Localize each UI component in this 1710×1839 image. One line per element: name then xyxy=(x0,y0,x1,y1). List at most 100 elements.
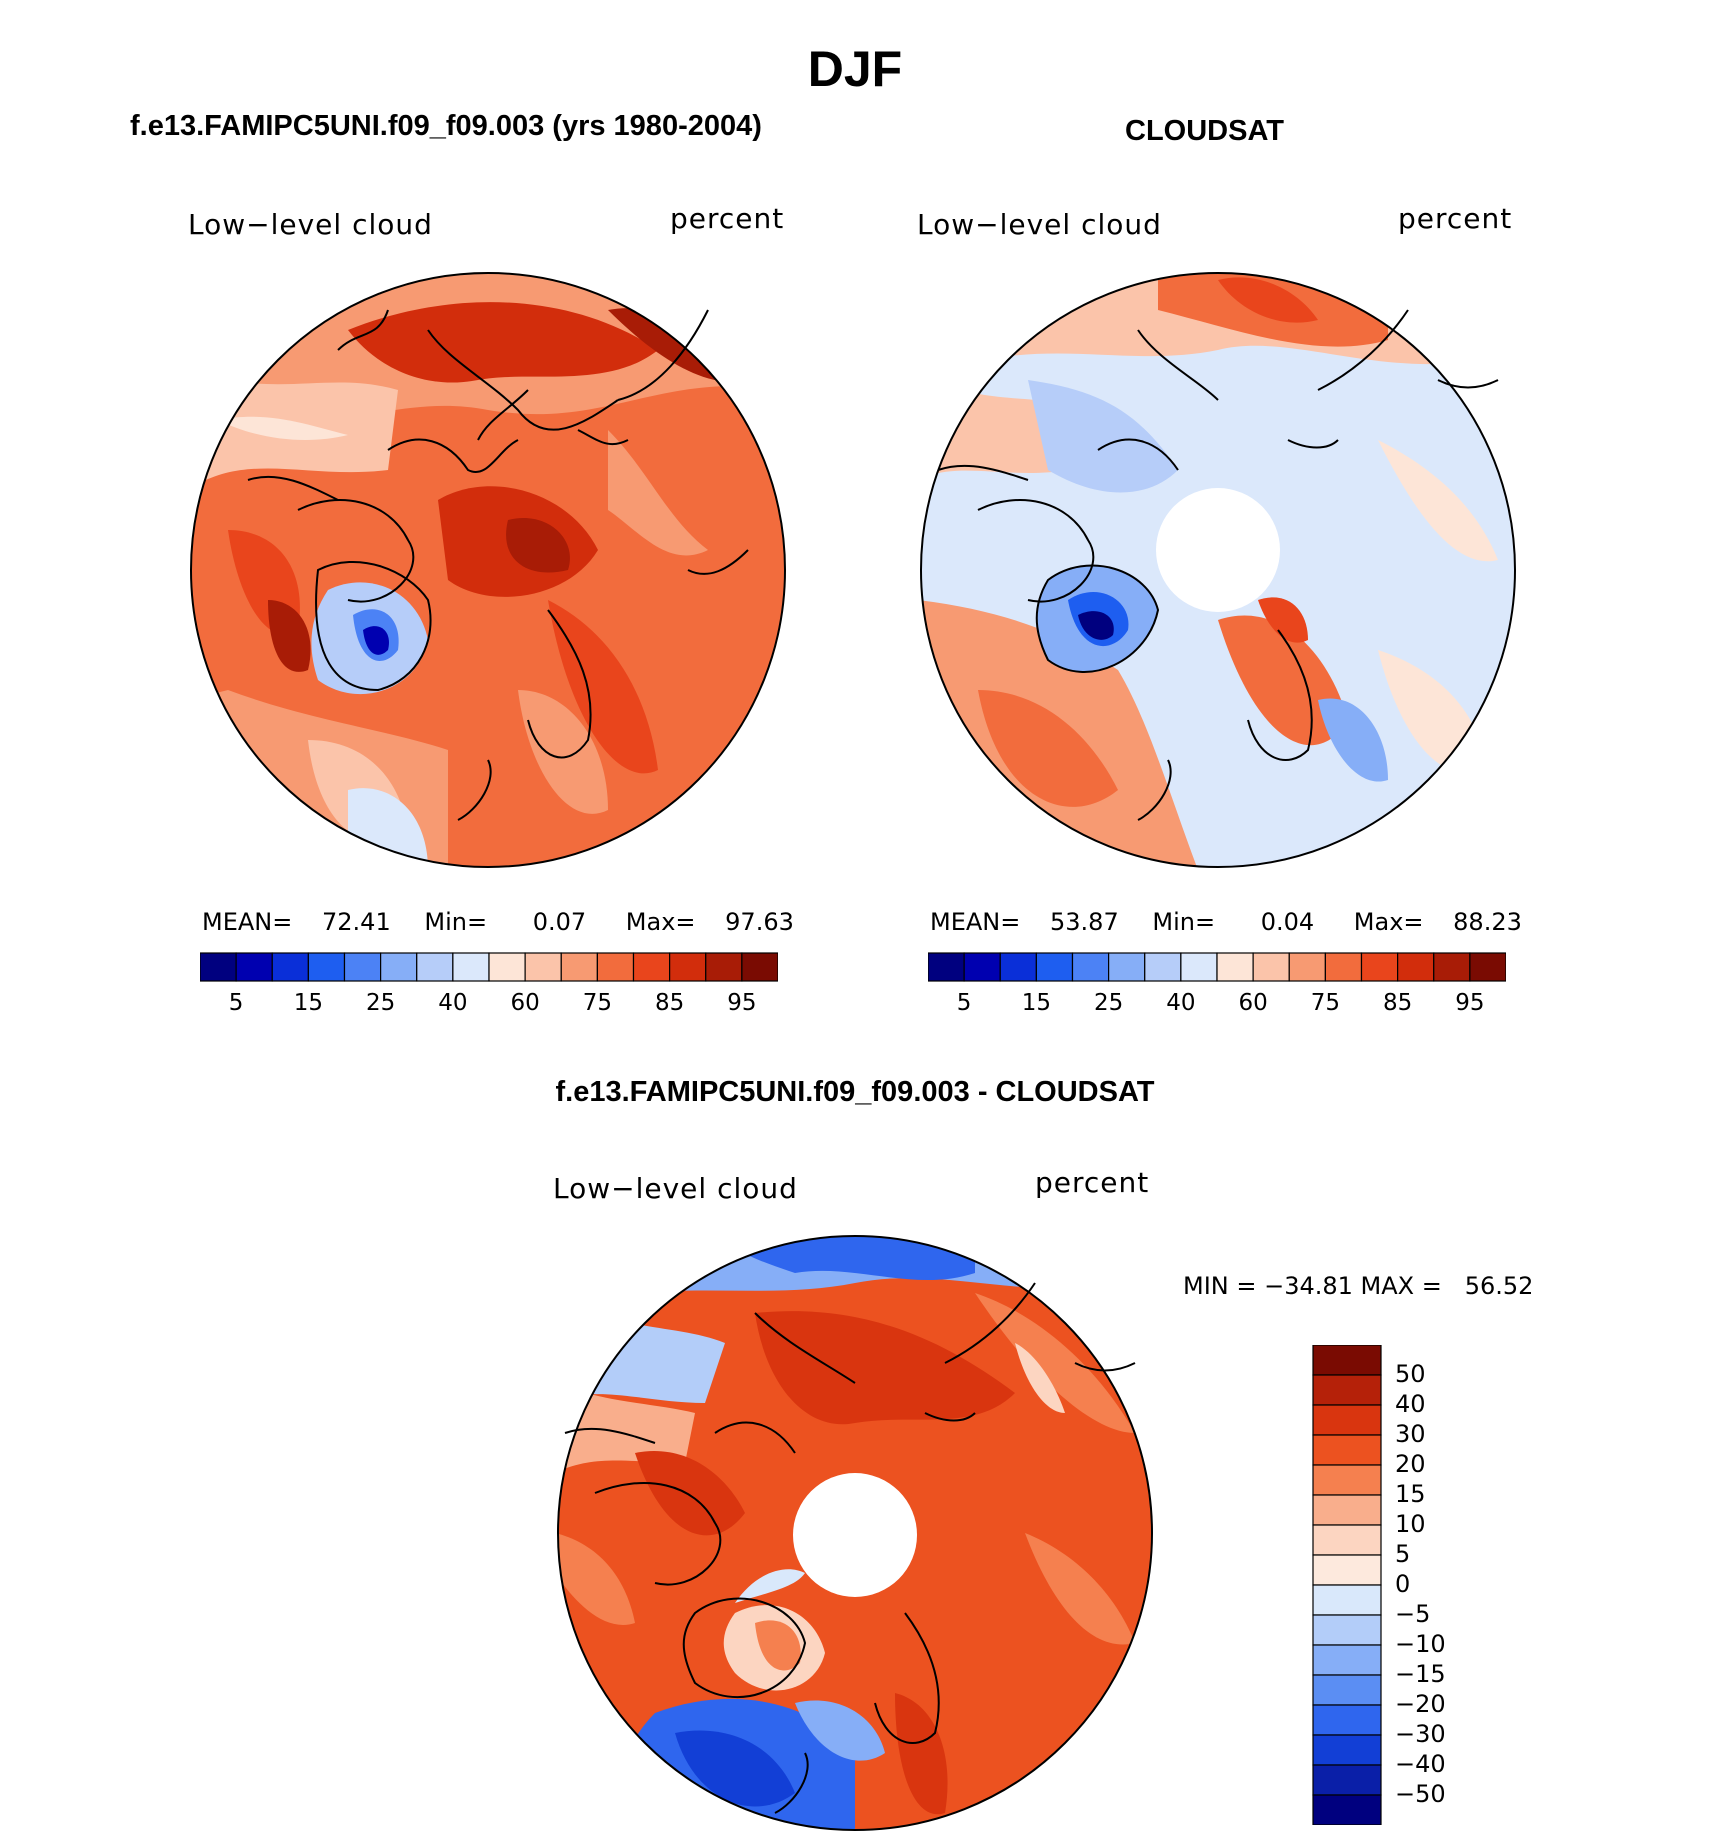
obs-max-label: Max= xyxy=(1353,908,1424,936)
colorbar-tick-label: −15 xyxy=(1395,1660,1446,1688)
colorbar-swatch xyxy=(1397,952,1435,982)
colorbar-tick-label: 95 xyxy=(727,990,757,1016)
colorbar-tick-label: 85 xyxy=(654,990,685,1016)
colorbar-swatch xyxy=(1108,952,1146,982)
colorbar-tick-label: 5 xyxy=(1395,1540,1411,1568)
colorbar-swatch xyxy=(380,952,418,982)
model-panel-title: f.e13.FAMIPC5UNI.f09_f09.003 (yrs 1980-2… xyxy=(130,110,762,142)
colorbar-swatch xyxy=(1469,952,1506,982)
colorbar-swatch xyxy=(416,952,454,982)
model-colorbar xyxy=(200,952,778,982)
colorbar-swatch xyxy=(1312,1554,1382,1586)
colorbar-swatch xyxy=(1071,952,1110,982)
colorbar-swatch xyxy=(1312,1374,1382,1406)
colorbar-swatch xyxy=(200,952,237,982)
colorbar-tick-label: −50 xyxy=(1395,1780,1446,1808)
colorbar-swatch xyxy=(1312,1644,1382,1676)
model-units-label: percent xyxy=(670,202,785,235)
colorbar-tick-label: 60 xyxy=(510,990,540,1016)
obs-colorbar xyxy=(928,952,1506,982)
colorbar-swatch xyxy=(705,952,743,982)
colorbar-tick-label: 5 xyxy=(956,990,972,1016)
model-max-value: 97.63 xyxy=(725,908,794,936)
model-polar-map xyxy=(190,272,786,868)
colorbar-swatch xyxy=(963,952,1001,982)
model-mean-value: 72.41 xyxy=(322,908,391,936)
colorbar-swatch xyxy=(560,952,598,982)
colorbar-swatch xyxy=(235,952,273,982)
colorbar-swatch xyxy=(1433,952,1471,982)
obs-field-label: Low−level cloud xyxy=(917,208,1162,241)
colorbar-swatch xyxy=(1312,1584,1382,1616)
colorbar-swatch xyxy=(271,952,309,982)
obs-max-value: 88.23 xyxy=(1453,908,1522,936)
model-max-label: Max= xyxy=(625,908,696,936)
colorbar-tick-label: 50 xyxy=(1395,1360,1426,1388)
colorbar-swatch xyxy=(307,952,346,982)
obs-units-label: percent xyxy=(1398,202,1513,235)
obs-mean-label: MEAN= xyxy=(930,908,1021,936)
colorbar-swatch xyxy=(1216,952,1254,982)
colorbar-swatch xyxy=(1144,952,1182,982)
colorbar-swatch xyxy=(1312,1434,1382,1466)
diff-panel-title: f.e13.FAMIPC5UNI.f09_f09.003 - CLOUDSAT xyxy=(555,1076,1155,1108)
colorbar-swatch xyxy=(741,952,778,982)
colorbar-swatch xyxy=(1312,1734,1382,1766)
colorbar-swatch xyxy=(343,952,382,982)
obs-mean-value: 53.87 xyxy=(1050,908,1119,936)
colorbar-swatch xyxy=(452,952,490,982)
colorbar-tick-label: 40 xyxy=(438,990,468,1016)
colorbar-tick-label: 85 xyxy=(1382,990,1413,1016)
colorbar-swatch xyxy=(669,952,707,982)
obs-panel-title: CLOUDSAT xyxy=(1125,115,1284,147)
colorbar-tick-label: 95 xyxy=(1455,990,1485,1016)
diff-polar-map xyxy=(557,1235,1153,1831)
colorbar-tick-label: 75 xyxy=(582,990,613,1016)
colorbar-tick-label: −20 xyxy=(1395,1690,1446,1718)
diff-units-label: percent xyxy=(1035,1166,1150,1199)
obs-polar-map xyxy=(920,272,1516,868)
obs-min-value: 0.04 xyxy=(1260,908,1315,936)
diff-colorbar xyxy=(1312,1345,1382,1825)
colorbar-swatch xyxy=(928,952,965,982)
colorbar-swatch xyxy=(1180,952,1218,982)
colorbar-tick-label: 40 xyxy=(1166,990,1196,1016)
colorbar-swatch xyxy=(596,952,635,982)
colorbar-tick-label: −30 xyxy=(1395,1720,1446,1748)
colorbar-swatch xyxy=(1312,1674,1382,1706)
colorbar-tick-label: 15 xyxy=(1395,1480,1426,1508)
colorbar-tick-label: 15 xyxy=(1021,990,1052,1016)
colorbar-tick-label: 40 xyxy=(1395,1390,1426,1418)
colorbar-swatch xyxy=(1252,952,1290,982)
colorbar-swatch xyxy=(1312,1794,1382,1825)
figure-title: DJF xyxy=(807,41,903,97)
colorbar-tick-label: 60 xyxy=(1238,990,1268,1016)
model-min-label: Min= xyxy=(424,908,488,936)
colorbar-swatch xyxy=(1312,1614,1382,1646)
colorbar-tick-label: 5 xyxy=(228,990,244,1016)
colorbar-swatch xyxy=(524,952,562,982)
colorbar-swatch xyxy=(1312,1404,1382,1436)
colorbar-tick-label: 15 xyxy=(293,990,324,1016)
colorbar-tick-label: −40 xyxy=(1395,1750,1446,1778)
colorbar-swatch xyxy=(632,952,671,982)
colorbar-swatch xyxy=(1312,1464,1382,1496)
colorbar-tick-label: 30 xyxy=(1395,1420,1426,1448)
model-mean-label: MEAN= xyxy=(202,908,293,936)
colorbar-tick-label: 10 xyxy=(1395,1510,1426,1538)
obs-min-label: Min= xyxy=(1152,908,1216,936)
colorbar-swatch xyxy=(1288,952,1326,982)
colorbar-tick-label: 0 xyxy=(1395,1570,1411,1598)
colorbar-tick-label: −5 xyxy=(1395,1600,1431,1628)
model-min-value: 0.07 xyxy=(532,908,587,936)
model-field-label: Low−level cloud xyxy=(188,208,433,241)
colorbar-swatch xyxy=(1312,1704,1382,1736)
diff-minmax-text: MIN = −34.81 MAX = 56.52 xyxy=(1183,1272,1534,1300)
colorbar-swatch xyxy=(1312,1345,1382,1376)
colorbar-tick-label: 75 xyxy=(1310,990,1341,1016)
colorbar-swatch xyxy=(999,952,1037,982)
colorbar-swatch xyxy=(488,952,526,982)
colorbar-tick-label: 25 xyxy=(1093,990,1124,1016)
colorbar-tick-label: 25 xyxy=(365,990,396,1016)
diff-field-label: Low−level cloud xyxy=(553,1172,798,1205)
